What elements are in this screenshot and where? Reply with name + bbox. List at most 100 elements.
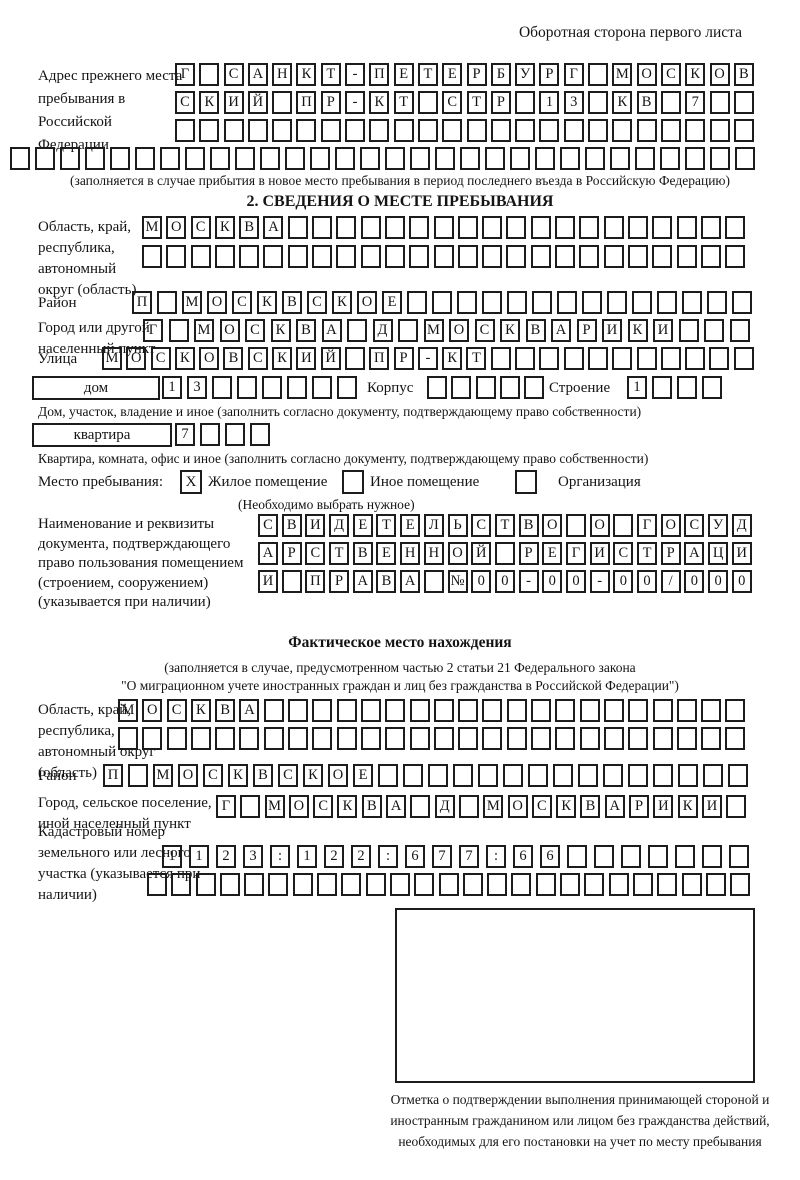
char-cell[interactable] bbox=[710, 147, 730, 170]
char-cell[interactable] bbox=[603, 216, 624, 239]
char-cell[interactable] bbox=[705, 873, 726, 896]
char-cell[interactable]: О bbox=[636, 63, 657, 86]
char-cell[interactable] bbox=[272, 91, 293, 114]
char-cell[interactable] bbox=[515, 91, 536, 114]
char-cell[interactable] bbox=[487, 873, 508, 896]
char-cell[interactable]: В bbox=[361, 795, 382, 818]
char-cell[interactable] bbox=[215, 727, 236, 750]
char-cell[interactable] bbox=[733, 119, 754, 142]
char-cell[interactable]: О bbox=[449, 319, 469, 342]
char-cell[interactable]: Р bbox=[320, 91, 341, 114]
char-cell[interactable]: С bbox=[190, 216, 211, 239]
char-cell[interactable]: 1 bbox=[297, 845, 317, 868]
char-cell[interactable] bbox=[407, 291, 427, 314]
char-cell[interactable]: С bbox=[258, 514, 278, 537]
char-cell[interactable] bbox=[726, 795, 747, 818]
char-cell[interactable] bbox=[263, 245, 284, 268]
char-cell[interactable] bbox=[142, 727, 163, 750]
char-cell[interactable]: Н bbox=[400, 542, 421, 565]
char-cell[interactable] bbox=[729, 319, 750, 342]
char-cell[interactable] bbox=[700, 216, 721, 239]
char-cell[interactable] bbox=[608, 873, 629, 896]
char-cell[interactable] bbox=[709, 119, 730, 142]
char-cell[interactable] bbox=[524, 376, 545, 399]
char-cell[interactable] bbox=[239, 727, 260, 750]
char-cell[interactable] bbox=[292, 873, 313, 896]
char-cell[interactable]: О bbox=[660, 514, 681, 537]
char-cell[interactable] bbox=[166, 727, 187, 750]
char-cell[interactable]: О bbox=[542, 514, 563, 537]
char-cell[interactable] bbox=[612, 347, 633, 370]
char-cell[interactable]: 7 bbox=[175, 423, 195, 446]
char-cell[interactable] bbox=[506, 699, 527, 722]
char-cell[interactable] bbox=[628, 727, 649, 750]
char-cell[interactable] bbox=[681, 873, 702, 896]
char-cell[interactable] bbox=[603, 699, 624, 722]
char-cell[interactable] bbox=[685, 347, 706, 370]
char-cell[interactable]: В bbox=[352, 542, 373, 565]
char-cell[interactable] bbox=[531, 727, 552, 750]
char-cell[interactable]: И bbox=[296, 347, 317, 370]
char-cell[interactable] bbox=[628, 764, 648, 787]
char-cell[interactable]: А bbox=[604, 795, 625, 818]
char-cell[interactable]: Й bbox=[247, 91, 268, 114]
char-cell[interactable]: Р bbox=[329, 570, 350, 593]
char-cell[interactable] bbox=[555, 216, 576, 239]
char-cell[interactable] bbox=[511, 873, 532, 896]
char-cell[interactable]: К bbox=[270, 319, 291, 342]
char-cell[interactable] bbox=[223, 119, 244, 142]
char-cell[interactable]: С bbox=[313, 795, 334, 818]
char-cell[interactable]: П bbox=[132, 291, 152, 314]
char-cell[interactable] bbox=[312, 245, 333, 268]
char-cell[interactable] bbox=[563, 119, 584, 142]
char-cell[interactable]: Г bbox=[637, 514, 657, 537]
char-cell[interactable]: С bbox=[278, 764, 298, 787]
char-cell[interactable] bbox=[621, 845, 641, 868]
char-cell[interactable] bbox=[627, 245, 648, 268]
char-cell[interactable] bbox=[360, 699, 381, 722]
char-cell[interactable]: К bbox=[303, 764, 323, 787]
char-cell[interactable]: К bbox=[442, 347, 463, 370]
char-cell[interactable] bbox=[535, 147, 555, 170]
char-cell[interactable] bbox=[490, 347, 511, 370]
char-cell[interactable] bbox=[344, 347, 365, 370]
char-cell[interactable]: И bbox=[602, 319, 622, 342]
char-cell[interactable]: П bbox=[103, 764, 123, 787]
char-cell[interactable]: И bbox=[223, 91, 244, 114]
char-cell[interactable] bbox=[341, 873, 362, 896]
char-cell[interactable]: О bbox=[207, 291, 227, 314]
char-cell[interactable]: К bbox=[296, 63, 317, 86]
char-cell[interactable]: 3 bbox=[563, 91, 584, 114]
char-cell[interactable] bbox=[190, 245, 211, 268]
char-cell[interactable] bbox=[432, 291, 452, 314]
char-cell[interactable] bbox=[702, 376, 722, 399]
char-cell[interactable] bbox=[175, 119, 195, 142]
char-cell[interactable]: В bbox=[253, 764, 273, 787]
char-cell[interactable] bbox=[369, 119, 390, 142]
char-cell[interactable]: М bbox=[153, 764, 173, 787]
char-cell[interactable]: В bbox=[525, 319, 546, 342]
char-cell[interactable]: Г bbox=[216, 795, 236, 818]
char-cell[interactable]: 0 bbox=[684, 570, 705, 593]
char-cell[interactable]: П bbox=[369, 63, 390, 86]
char-cell[interactable] bbox=[678, 319, 699, 342]
char-cell[interactable] bbox=[729, 845, 749, 868]
char-cell[interactable]: Т bbox=[329, 542, 350, 565]
char-cell[interactable] bbox=[603, 245, 624, 268]
char-cell[interactable] bbox=[725, 245, 746, 268]
char-cell[interactable] bbox=[607, 291, 627, 314]
char-cell[interactable]: Л bbox=[423, 514, 444, 537]
char-cell[interactable]: С bbox=[474, 319, 495, 342]
char-cell[interactable] bbox=[287, 376, 307, 399]
char-cell[interactable] bbox=[506, 245, 527, 268]
char-cell[interactable]: С bbox=[684, 514, 705, 537]
char-cell[interactable] bbox=[636, 347, 657, 370]
char-cell[interactable] bbox=[707, 291, 727, 314]
char-cell[interactable]: К bbox=[500, 319, 520, 342]
char-cell[interactable]: К bbox=[228, 764, 248, 787]
char-cell[interactable] bbox=[701, 699, 722, 722]
char-cell[interactable] bbox=[648, 845, 668, 868]
char-cell[interactable]: К bbox=[174, 347, 195, 370]
checkbox-org[interactable] bbox=[515, 470, 537, 494]
char-cell[interactable]: О bbox=[447, 542, 468, 565]
